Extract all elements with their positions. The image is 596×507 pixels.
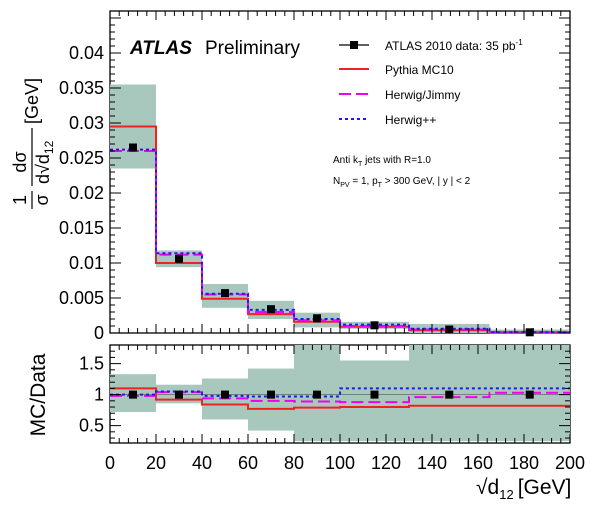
annotation-line1-sub: T bbox=[358, 161, 363, 168]
atlas-logo-text: ATLAS bbox=[129, 38, 192, 59]
x-tick-label-0: 0 bbox=[105, 453, 115, 473]
ratio-data-point-1 bbox=[175, 390, 183, 399]
ratio-uncertainty-band-3 bbox=[248, 368, 294, 431]
main-y-tick-label-5: 0.025 bbox=[59, 148, 104, 168]
legend-entry-herwig-jimmy: Herwig/Jimmy bbox=[339, 88, 460, 102]
ratio-uncertainty-band-5 bbox=[340, 360, 409, 442]
ratio-series-line-0 bbox=[110, 387, 570, 410]
legend-herwigpp-label: Herwig++ bbox=[385, 113, 436, 127]
main-data-point-2 bbox=[221, 289, 229, 298]
x-tick-label-3: 60 bbox=[238, 453, 258, 473]
ratio-y-tick-label-2: 1.5 bbox=[79, 354, 104, 374]
annotation-jet-algorithm: Anti kT jets with R=1.0 bbox=[333, 155, 431, 168]
x-tick-label-8: 160 bbox=[463, 453, 493, 473]
legend-entry-data: ATLAS 2010 data: 35 pb-1 bbox=[339, 38, 523, 53]
main-y-tick-label-0: 0 bbox=[94, 323, 104, 343]
main-y-tick-label-8: 0.04 bbox=[69, 43, 104, 63]
annotation-selection: NPV = 1, pT > 300 GeV, | y | < 2 bbox=[333, 176, 471, 189]
x-tick-label-10: 200 bbox=[555, 453, 585, 473]
ratio-data-point-6 bbox=[445, 390, 454, 399]
x-axis-label-sub: 12 bbox=[499, 487, 513, 502]
main-y-tick-label-1: 0.005 bbox=[59, 288, 104, 308]
legend-pythia-label: Pythia MC10 bbox=[385, 63, 454, 77]
main-data-point-1 bbox=[175, 254, 183, 263]
ylabel-deriv-den-group: d√d12 bbox=[33, 140, 56, 184]
x-axis-label-main: √d bbox=[476, 476, 499, 499]
main-data-point-4 bbox=[313, 314, 321, 323]
main-data-point-0 bbox=[129, 143, 137, 152]
x-tick-label-7: 140 bbox=[417, 453, 447, 473]
legend-data-text: ATLAS 2010 data: 35 pb-1 bbox=[385, 38, 523, 53]
annotation-line1-post: jets with R=1.0 bbox=[362, 155, 431, 166]
main-data-point-5 bbox=[370, 321, 379, 330]
x-tick-label-5: 100 bbox=[325, 453, 355, 473]
main-data-point-3 bbox=[267, 305, 275, 314]
x-tick-label-1: 20 bbox=[146, 453, 166, 473]
annotation-line2-pre: N bbox=[333, 176, 340, 187]
legend: ATLAS 2010 data: 35 pb-1 Pythia MC10 Her… bbox=[339, 38, 523, 127]
x-axis-label-unit: [GeV] bbox=[518, 476, 572, 499]
annotation-line2-sub1: PV bbox=[340, 182, 350, 189]
preliminary-text: Preliminary bbox=[205, 38, 301, 59]
main-y-tick-label-3: 0.015 bbox=[59, 218, 104, 238]
ratio-y-tick-label-1: 1 bbox=[94, 385, 104, 405]
legend-herwig-jimmy-label: Herwig/Jimmy bbox=[385, 88, 460, 102]
ylabel-frac-num: 1 bbox=[10, 195, 30, 205]
legend-entry-pythia: Pythia MC10 bbox=[339, 63, 454, 77]
ratio-data-point-5 bbox=[370, 390, 379, 399]
ylabel-deriv-den: d√d bbox=[33, 154, 53, 184]
x-tick-label-4: 80 bbox=[284, 453, 304, 473]
annotation-line1-pre: Anti k bbox=[333, 155, 359, 166]
ylabel-unit: [GeV] bbox=[22, 78, 42, 124]
ylabel-deriv-num: dσ bbox=[10, 151, 30, 172]
main-data-point-6 bbox=[445, 325, 454, 334]
ratio-data-point-3 bbox=[267, 390, 275, 399]
x-tick-label-2: 40 bbox=[192, 453, 212, 473]
annotation-line2-mid: = 1, p bbox=[350, 176, 379, 187]
main-y-tick-label-2: 0.01 bbox=[69, 253, 104, 273]
ratio-data-point-4 bbox=[313, 390, 321, 399]
main-data-point-7 bbox=[525, 328, 534, 337]
ratio-y-axis-label: MC/Data bbox=[27, 353, 50, 436]
main-y-tick-label-4: 0.02 bbox=[69, 183, 104, 203]
x-tick-label-9: 180 bbox=[509, 453, 539, 473]
ratio-data-point-0 bbox=[129, 390, 137, 399]
ratio-data-point-2 bbox=[221, 390, 229, 399]
ratio-y-tick-label-0: 0.5 bbox=[79, 416, 104, 436]
x-tick-label-6: 120 bbox=[371, 453, 401, 473]
annotation-line2-post: > 300 GeV, | y | < 2 bbox=[382, 176, 471, 187]
main-panel-frame bbox=[109, 10, 571, 334]
main-y-tick-label-7: 0.035 bbox=[59, 78, 104, 98]
legend-entry-herwigpp: Herwig++ bbox=[339, 113, 436, 127]
main-y-tick-label-6: 0.03 bbox=[69, 113, 104, 133]
ylabel-deriv-sub: 12 bbox=[42, 140, 56, 154]
ratio-series-line-2 bbox=[110, 387, 570, 398]
legend-data-sup: -1 bbox=[516, 38, 524, 47]
x-axis-label: √d12 [GeV] bbox=[476, 476, 571, 502]
ratio-data-point-7 bbox=[525, 390, 534, 399]
ylabel-frac-den: σ bbox=[32, 194, 52, 205]
legend-data-marker bbox=[350, 41, 358, 49]
main-y-axis-label: 1 σ dσ d√d12 [GeV] bbox=[10, 78, 56, 209]
legend-data-label: ATLAS 2010 data: 35 pb bbox=[385, 39, 516, 53]
annotation-line2-sub2: T bbox=[378, 182, 383, 189]
